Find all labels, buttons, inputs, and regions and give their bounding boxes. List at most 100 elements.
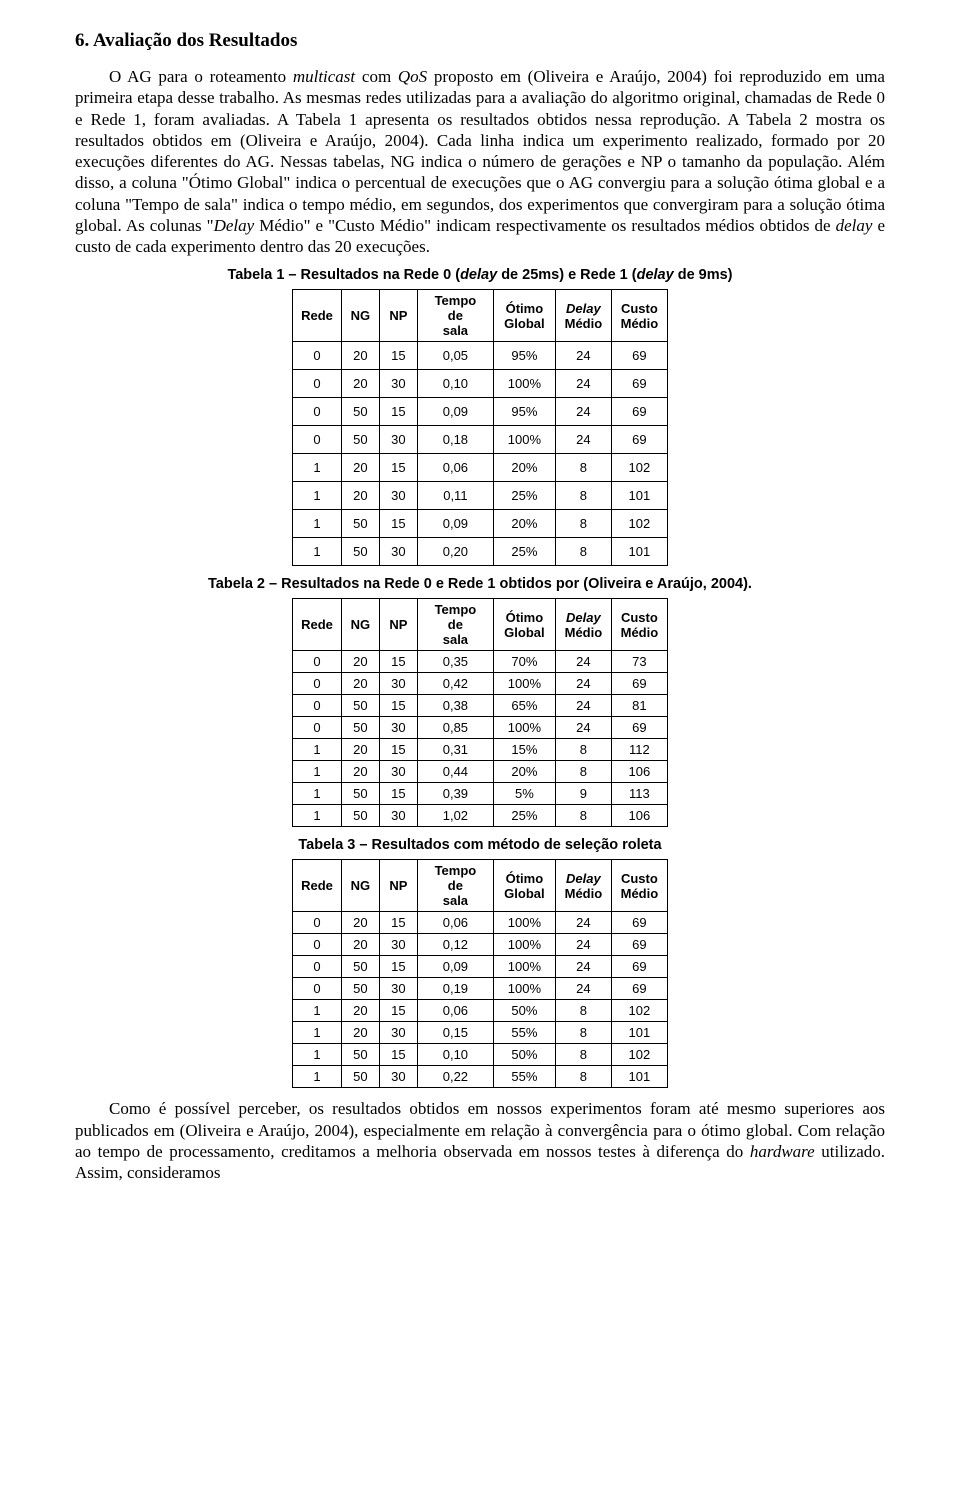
th-np: NP <box>379 599 417 651</box>
cell-delay: 8 <box>555 1022 611 1044</box>
cell-ng: 20 <box>341 673 379 695</box>
cell-otimo: 5% <box>493 783 555 805</box>
text: Custo <box>621 301 658 316</box>
text: O AG para o roteamento <box>109 67 293 86</box>
cell-ng: 50 <box>341 956 379 978</box>
text: Médio <box>565 886 603 901</box>
cell-tempo: 0,12 <box>417 934 493 956</box>
cell-delay: 24 <box>555 651 611 673</box>
th-otimo: ÓtimoGlobal <box>493 860 555 912</box>
cell-np: 30 <box>379 426 417 454</box>
table-3-caption: Tabela 3 – Resultados com método de sele… <box>75 837 885 853</box>
cell-tempo: 0,09 <box>417 510 493 538</box>
cell-np: 15 <box>379 398 417 426</box>
cell-custo: 69 <box>611 717 667 739</box>
cell-np: 30 <box>379 1066 417 1088</box>
caption-italic: delay <box>637 267 674 283</box>
cell-np: 30 <box>379 482 417 510</box>
cell-otimo: 100% <box>493 426 555 454</box>
table-row: 120150,3115%8112 <box>293 739 668 761</box>
cell-delay: 24 <box>555 426 611 454</box>
cell-custo: 69 <box>611 934 667 956</box>
text: Médio <box>621 625 659 640</box>
text: Ótimo <box>506 871 544 886</box>
cell-delay: 8 <box>555 805 611 827</box>
cell-ng: 20 <box>341 1000 379 1022</box>
cell-np: 15 <box>379 956 417 978</box>
table-header-row: Rede NG NP Tempo desala ÓtimoGlobal Dela… <box>293 860 668 912</box>
text: Global <box>504 886 544 901</box>
cell-delay: 24 <box>555 342 611 370</box>
cell-custo: 69 <box>611 912 667 934</box>
cell-delay: 8 <box>555 454 611 482</box>
th-rede: Rede <box>293 290 342 342</box>
th-tempo: Tempo desala <box>417 860 493 912</box>
text: Médio <box>621 886 659 901</box>
table-head: Rede NG NP Tempo desala ÓtimoGlobal Dela… <box>293 860 668 912</box>
cell-ng: 50 <box>341 1066 379 1088</box>
cell-custo: 106 <box>611 805 667 827</box>
cell-rede: 1 <box>293 482 342 510</box>
cell-np: 30 <box>379 1022 417 1044</box>
table-row: 120150,0650%8102 <box>293 1000 668 1022</box>
table-body: 020150,0595%2469020300,10100%2469050150,… <box>293 342 668 566</box>
cell-np: 30 <box>379 805 417 827</box>
cell-rede: 1 <box>293 538 342 566</box>
table-row: 120300,1555%8101 <box>293 1022 668 1044</box>
cell-rede: 1 <box>293 1000 342 1022</box>
paragraph-1: O AG para o roteamento multicast com QoS… <box>75 66 885 257</box>
text: Tempo de <box>435 602 477 632</box>
cell-ng: 20 <box>341 482 379 510</box>
text-italic: multicast <box>293 67 355 86</box>
cell-tempo: 0,35 <box>417 651 493 673</box>
cell-otimo: 55% <box>493 1066 555 1088</box>
cell-tempo: 0,10 <box>417 1044 493 1066</box>
cell-rede: 0 <box>293 956 342 978</box>
cell-delay: 8 <box>555 538 611 566</box>
cell-custo: 69 <box>611 956 667 978</box>
table-1: Rede NG NP Tempo desala ÓtimoGlobal Dela… <box>292 289 668 566</box>
table-row: 120300,4420%8106 <box>293 761 668 783</box>
cell-np: 30 <box>379 538 417 566</box>
cell-custo: 69 <box>611 370 667 398</box>
text-italic: Delay <box>214 216 255 235</box>
cell-custo: 101 <box>611 538 667 566</box>
text-italic: hardware <box>750 1142 815 1161</box>
table-row: 050300,85100%2469 <box>293 717 668 739</box>
cell-np: 30 <box>379 370 417 398</box>
cell-delay: 8 <box>555 510 611 538</box>
cell-ng: 20 <box>341 1022 379 1044</box>
cell-custo: 112 <box>611 739 667 761</box>
cell-delay: 8 <box>555 761 611 783</box>
th-ng: NG <box>341 290 379 342</box>
cell-rede: 1 <box>293 783 342 805</box>
cell-ng: 50 <box>341 426 379 454</box>
th-rede: Rede <box>293 860 342 912</box>
cell-ng: 50 <box>341 510 379 538</box>
cell-tempo: 0,85 <box>417 717 493 739</box>
cell-np: 30 <box>379 978 417 1000</box>
table-row: 050150,0995%2469 <box>293 398 668 426</box>
cell-np: 30 <box>379 761 417 783</box>
table-1-caption: Tabela 1 – Resultados na Rede 0 (delay d… <box>75 267 885 283</box>
cell-tempo: 0,06 <box>417 912 493 934</box>
text: Custo <box>621 871 658 886</box>
th-np: NP <box>379 860 417 912</box>
cell-delay: 8 <box>555 739 611 761</box>
table-row: 120300,1125%8101 <box>293 482 668 510</box>
table-header-row: Rede NG NP Tempo desala ÓtimoGlobal Dela… <box>293 290 668 342</box>
cell-delay: 24 <box>555 956 611 978</box>
table-row: 150150,1050%8102 <box>293 1044 668 1066</box>
cell-rede: 0 <box>293 651 342 673</box>
cell-ng: 50 <box>341 695 379 717</box>
text: Médio <box>565 625 603 640</box>
cell-otimo: 20% <box>493 510 555 538</box>
cell-np: 15 <box>379 342 417 370</box>
cell-ng: 50 <box>341 398 379 426</box>
cell-np: 30 <box>379 673 417 695</box>
th-custo: CustoMédio <box>611 860 667 912</box>
cell-otimo: 20% <box>493 454 555 482</box>
table-row: 020150,06100%2469 <box>293 912 668 934</box>
section-title: 6. Avaliação dos Resultados <box>75 30 885 52</box>
th-rede: Rede <box>293 599 342 651</box>
